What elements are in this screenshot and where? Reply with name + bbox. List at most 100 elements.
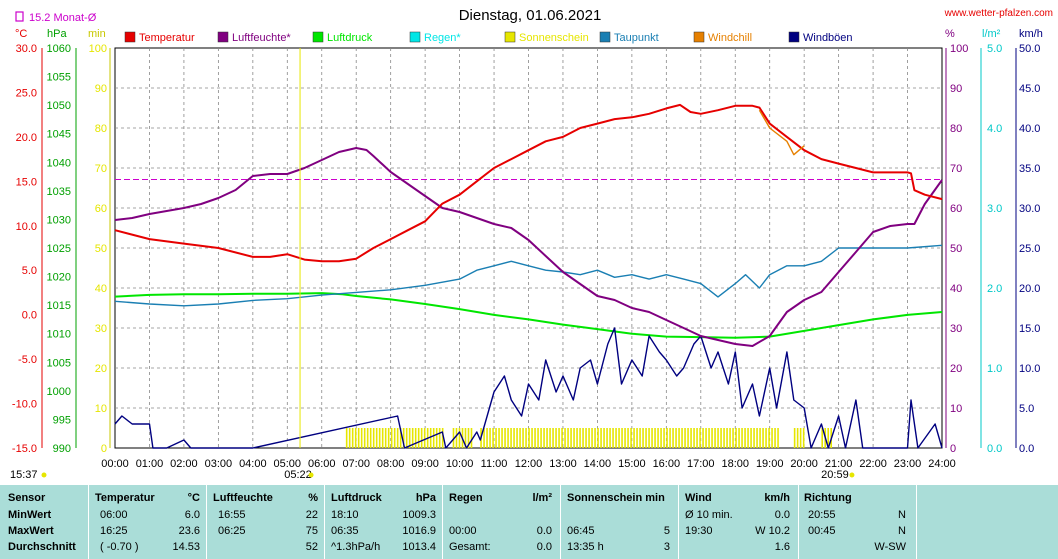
sunshine-bar — [738, 428, 740, 448]
legend-label: Temperatur — [139, 32, 195, 44]
sunshine-bar — [720, 428, 722, 448]
stats-temp-time: ( -0.70 ) — [100, 541, 139, 553]
stats-header-pressure: Luftdruck — [331, 492, 382, 504]
sunshine-bar — [606, 428, 608, 448]
chart-axes: 30.0 25.0 20.0 15.0 10.0 5.0 0.0 -5.0 -10.0 -15.0… — [10, 28, 1043, 481]
sunshine-bar — [429, 428, 432, 448]
stats-header-temperature-unit: °C — [187, 492, 200, 504]
sunshine-bar — [372, 428, 375, 448]
pressure-axis-tick: 1005 — [47, 357, 71, 369]
sunshine-bar — [696, 428, 698, 448]
humidity-axis-tick: 100 — [950, 43, 968, 55]
temp-axis-tick: 5.0 — [22, 265, 37, 277]
series-line-windben — [114, 327, 943, 449]
stats-pressure-value: 1009.3 — [402, 509, 436, 521]
humidity-axis-tick: 30 — [950, 323, 962, 335]
pressure-axis-tick: 990 — [53, 443, 71, 455]
x-axis-tick: 22:00 — [859, 458, 887, 470]
sunshine-bar — [684, 428, 686, 448]
weather-chart: 30.0 25.0 20.0 15.0 10.0 5.0 0.0 -5.0 -10.0 -15.0… — [10, 7, 1053, 481]
wind-axis-tick: 5.0 — [1019, 403, 1034, 415]
x-axis-tick: 23:00 — [894, 458, 922, 470]
stats-humidity-time: 16:55 — [218, 509, 246, 521]
sunshine-bar — [609, 428, 611, 448]
x-axis-tick: 14:00 — [584, 458, 612, 470]
chart-title: Dienstag, 01.06.2021 — [459, 7, 602, 24]
stats-table: Sensor Temperatur °C Luftfeuchte% Luftdruck h… — [0, 485, 1058, 559]
pressure-axis-tick: 1060 — [47, 43, 71, 55]
sunshine-bar — [348, 428, 351, 448]
legend-label: Windböen — [803, 32, 853, 44]
sunshine-bar — [552, 428, 554, 448]
sunshine-bar — [827, 428, 829, 448]
sunshine-bar — [630, 428, 632, 448]
stats-column-divider — [88, 485, 89, 559]
sunshine-bar — [735, 428, 737, 448]
stats-wind-value: 1.6 — [774, 541, 790, 553]
wind-axis-tick: 40.0 — [1019, 123, 1040, 135]
sunshine-bar — [564, 428, 566, 448]
sunshine-axis-tick: 0 — [101, 443, 107, 455]
sunshine-bar — [603, 428, 605, 448]
sunshine-bar — [615, 428, 617, 448]
pressure-axis-tick: 1000 — [47, 386, 71, 398]
pressure-axis-tick: 1025 — [47, 243, 71, 255]
sunshine-bar — [621, 428, 623, 448]
sunshine-bar — [561, 428, 563, 448]
website-link[interactable]: www.wetter-pfalzen.com — [944, 8, 1053, 19]
wind-axis-tick: 10.0 — [1019, 363, 1040, 375]
stats-rain-value: 0.0 — [536, 541, 552, 553]
rain-axis-tick: 2.0 — [987, 283, 1002, 295]
sunshine-bar — [567, 428, 569, 448]
stats-wind-value: W 10.2 — [755, 525, 790, 537]
pressure-axis-tick: 1040 — [47, 157, 71, 169]
sunshine-bar — [537, 428, 539, 448]
sunshine-bar — [796, 428, 799, 448]
sunshine-bar — [519, 428, 521, 448]
sunshine-bar — [708, 428, 710, 448]
sunshine-axis-tick: 60 — [95, 203, 107, 215]
sunshine-bar — [345, 428, 348, 448]
sunshine-bar — [546, 428, 548, 448]
rain-axis-tick: 1.0 — [987, 363, 1002, 375]
stats-column-divider — [916, 485, 917, 559]
sunshine-block — [480, 428, 779, 448]
stats-temp-value: 6.0 — [184, 509, 200, 521]
sunshine-bar — [741, 428, 743, 448]
sunshine-bar — [458, 428, 461, 448]
legend-label: Taupunkt — [614, 32, 659, 44]
temp-axis-tick: -5.0 — [18, 354, 37, 366]
stats-humidity-value: 52 — [305, 541, 318, 553]
x-axis-tick: 17:00 — [687, 458, 715, 470]
sunshine-bar — [678, 428, 680, 448]
temp-axis-tick: 25.0 — [16, 87, 37, 99]
sunset-time: 20:59 — [821, 469, 849, 481]
humidity-axis-tick: 20 — [950, 363, 962, 375]
sunshine-axis-tick: 40 — [95, 283, 107, 295]
series-line-luftdruck — [114, 292, 943, 339]
sunshine-bar — [759, 428, 761, 448]
temp-axis-tick: -15.0 — [12, 443, 37, 455]
sunshine-bar — [771, 428, 773, 448]
sunshine-bar — [714, 428, 716, 448]
temp-axis-tick: 0.0 — [22, 310, 37, 322]
sunshine-bar — [438, 428, 441, 448]
sunshine-bar — [522, 428, 524, 448]
stats-direction-value: W-SW — [874, 541, 906, 553]
sunshine-axis-tick: 100 — [89, 43, 107, 55]
sunshine-bar — [802, 428, 805, 448]
sunshine-bar — [381, 428, 384, 448]
sunshine-bar — [774, 428, 776, 448]
sunshine-bar — [702, 428, 704, 448]
stats-column-divider — [442, 485, 443, 559]
legend-label: Sonnenschein — [519, 32, 589, 44]
series-line-luftfeuchte — [114, 147, 943, 347]
legend-swatch — [599, 31, 611, 43]
rain-axis-tick: 5.0 — [987, 43, 1002, 55]
temp-axis-tick: 10.0 — [16, 221, 37, 233]
sunshine-bar — [711, 428, 713, 448]
x-axis-tick: 20:00 — [790, 458, 818, 470]
sunshine-bar — [543, 428, 545, 448]
legend-swatch — [693, 31, 705, 43]
sunshine-bar — [525, 428, 527, 448]
